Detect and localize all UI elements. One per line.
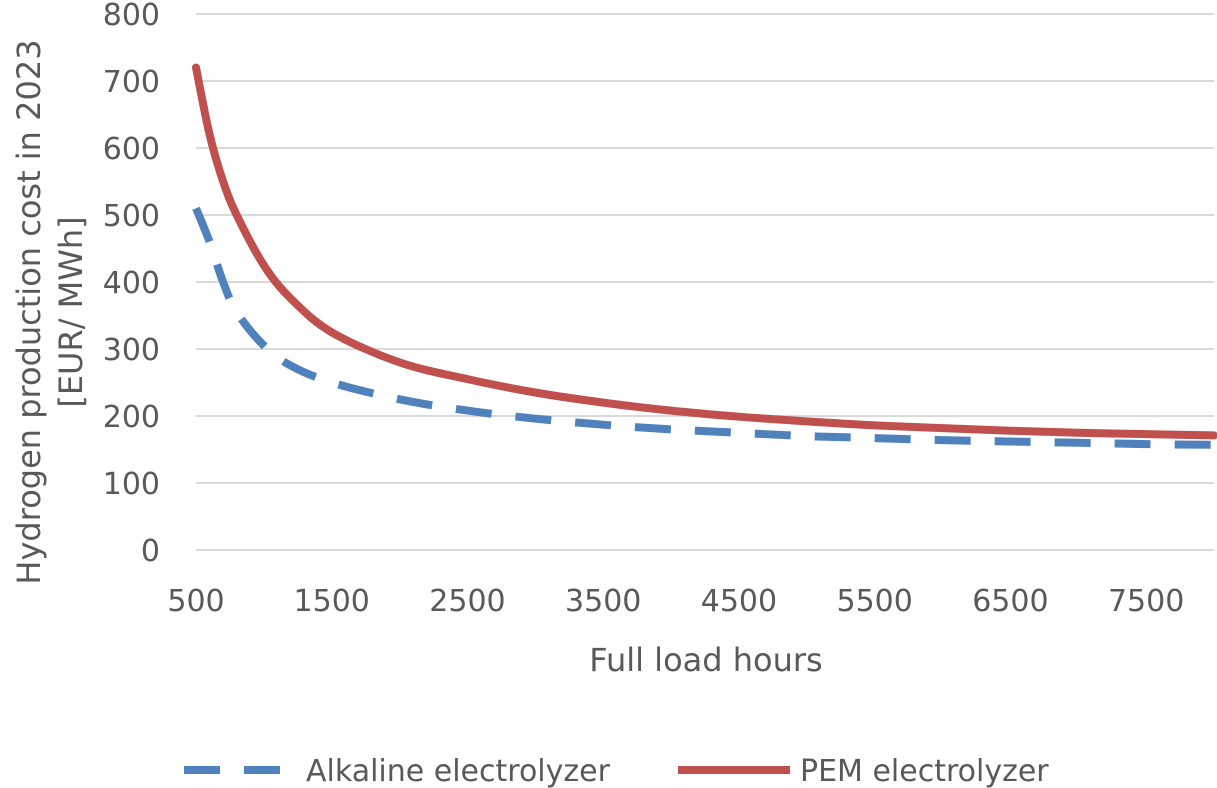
x-tick-label: 7500 — [1108, 584, 1184, 619]
y-axis-title-line-2: [EUR/ MWh] — [52, 216, 90, 407]
legend-item-alkaline: Alkaline electrolyzer — [184, 754, 611, 788]
legend-label-pem: PEM electrolyzer — [800, 754, 1049, 788]
y-tick-label: 300 — [103, 333, 160, 368]
x-tick-label: 500 — [167, 584, 224, 619]
legend-item-pem: PEM electrolyzer — [678, 754, 1049, 788]
x-axis-title: Full load hours — [589, 641, 822, 679]
x-tick-label: 4500 — [701, 584, 777, 619]
y-axis-title-line-1: Hydrogen production cost in 2023 — [10, 39, 48, 584]
x-tick-label: 2500 — [429, 584, 505, 619]
x-tick-label: 6500 — [972, 584, 1048, 619]
y-tick-label: 400 — [103, 266, 160, 301]
y-tick-label: 100 — [103, 467, 160, 502]
x-tick-label: 3500 — [565, 584, 641, 619]
y-axis-ticks: 0 100 200 300 400 500 600 700 800 — [103, 0, 160, 569]
series-lines — [192, 63, 1217, 449]
legend: Alkaline electrolyzer PEM electrolyzer — [184, 754, 1049, 788]
y-tick-label: 600 — [103, 132, 160, 167]
series-line-alkaline — [192, 206, 1215, 449]
x-tick-label: 5500 — [836, 584, 912, 619]
y-tick-label: 200 — [103, 400, 160, 435]
y-tick-label: 800 — [103, 0, 160, 33]
y-tick-label: 700 — [103, 65, 160, 100]
legend-label-alkaline: Alkaline electrolyzer — [306, 754, 611, 788]
y-tick-label: 0 — [141, 534, 160, 569]
x-axis-ticks: 500 1500 2500 3500 4500 5500 6500 7500 — [167, 584, 1184, 619]
series-line-pem — [192, 63, 1217, 440]
y-axis-title: Hydrogen production cost in 2023 [EUR/ M… — [10, 39, 90, 584]
gridlines — [196, 13, 1214, 551]
y-tick-label: 500 — [103, 199, 160, 234]
x-tick-label: 1500 — [294, 584, 370, 619]
